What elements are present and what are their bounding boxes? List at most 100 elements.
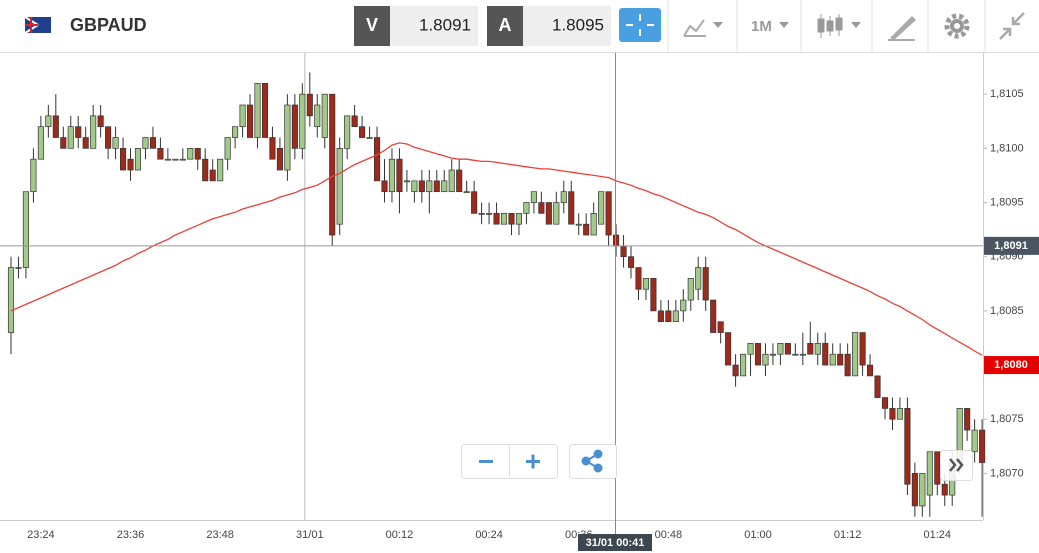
plot xyxy=(7,53,986,520)
candle-body xyxy=(725,332,732,366)
candle-body xyxy=(60,137,67,149)
candle-body xyxy=(396,158,403,193)
candle-body xyxy=(7,267,15,333)
candle-body xyxy=(276,148,283,171)
candle-body xyxy=(411,180,418,193)
candle-body xyxy=(306,93,313,117)
candle-body xyxy=(575,223,582,226)
candle-body xyxy=(964,408,971,431)
candle-body xyxy=(426,180,433,193)
candle-body xyxy=(545,202,552,225)
candle-body xyxy=(15,267,22,269)
candle-body xyxy=(179,158,186,161)
candle-body xyxy=(814,343,821,355)
crosshair-button[interactable] xyxy=(619,8,661,42)
candle-body xyxy=(889,408,896,420)
candle-body xyxy=(523,202,530,214)
candle-body xyxy=(829,353,836,366)
moving-average xyxy=(10,142,983,356)
candle-body xyxy=(471,191,478,214)
candle-body xyxy=(172,158,179,161)
y-tick-label: 1,8070 xyxy=(990,467,1024,479)
candle-body xyxy=(359,126,366,138)
candle-body xyxy=(650,278,657,312)
candle-body xyxy=(373,137,381,182)
symbol: GBPAUD xyxy=(70,15,147,35)
candle-body xyxy=(553,202,560,225)
timeframe-button[interactable]: 1M xyxy=(751,18,789,35)
x-tick-label: 23:36 xyxy=(117,529,145,541)
candle-body xyxy=(732,364,739,377)
candle-body xyxy=(844,353,851,377)
ma-tag xyxy=(984,356,1039,375)
candle-body xyxy=(926,451,933,496)
candle-body xyxy=(620,245,627,258)
share-button[interactable] xyxy=(569,444,617,479)
candle-body xyxy=(441,180,448,193)
candle-body xyxy=(642,278,650,290)
candle-body xyxy=(837,353,844,366)
candle-body xyxy=(478,213,485,215)
candle-body xyxy=(157,148,164,160)
bid-label: V xyxy=(366,15,378,35)
candle-body xyxy=(239,104,246,128)
collapse-button[interactable] xyxy=(999,12,1025,40)
candle-body xyxy=(919,473,926,507)
candle-body xyxy=(613,234,620,247)
zoom-in-button[interactable] xyxy=(526,454,540,469)
candle-body xyxy=(777,343,784,355)
candle-body xyxy=(336,148,343,225)
y-tick-label: 1,8100 xyxy=(990,142,1024,154)
chart-type-button[interactable] xyxy=(683,19,723,37)
candle-body xyxy=(142,137,149,149)
candle-body xyxy=(695,267,702,290)
candle-body xyxy=(560,191,567,203)
candle-body xyxy=(82,137,89,149)
crosshair-tag xyxy=(578,534,652,551)
candle-body xyxy=(456,169,463,193)
x-tick-label: 00:48 xyxy=(655,529,683,541)
candle-body xyxy=(105,126,112,149)
y-tick-label: 1,8095 xyxy=(990,196,1024,208)
candle-body xyxy=(740,353,747,377)
candle-body xyxy=(187,148,194,160)
settings-button[interactable] xyxy=(944,13,970,39)
crosshair-time: 31/01 00:41 xyxy=(586,537,645,549)
scroll-end-icon xyxy=(949,458,964,472)
ask-button[interactable] xyxy=(487,6,523,46)
candle-body xyxy=(590,213,597,236)
share-icon xyxy=(581,449,603,473)
candle-body xyxy=(351,115,358,128)
candle-body xyxy=(605,191,612,236)
candle-body xyxy=(859,332,866,366)
candle-body xyxy=(52,115,59,138)
candle-body xyxy=(433,180,440,193)
bid-button[interactable] xyxy=(354,6,390,46)
candle-body xyxy=(314,104,321,128)
candle-body xyxy=(269,137,276,160)
candle-body xyxy=(291,104,298,149)
candle-body xyxy=(463,191,470,194)
candle-body xyxy=(702,267,709,301)
ask-price: 1.8095 xyxy=(552,15,604,34)
candle-body xyxy=(75,126,82,138)
candle-type-button[interactable] xyxy=(817,14,861,38)
x-tick-label: 23:48 xyxy=(206,529,234,541)
candle-body xyxy=(246,104,254,138)
candle-body xyxy=(299,93,306,149)
crosshair-icon xyxy=(626,14,654,36)
candle-body xyxy=(762,353,769,366)
zoom-controls xyxy=(461,444,617,479)
candle-body xyxy=(911,473,918,507)
candle-body xyxy=(418,180,425,193)
candle-body xyxy=(672,310,679,323)
y-tick-label: 1,8105 xyxy=(990,88,1024,100)
candle-body xyxy=(852,332,859,377)
scroll-end-button[interactable] xyxy=(940,450,973,481)
candle-body xyxy=(344,115,351,149)
draw-tool-button[interactable] xyxy=(888,16,916,41)
candle-body xyxy=(896,408,903,420)
candle-body xyxy=(284,104,291,171)
bid-price: 1.8091 xyxy=(419,15,471,34)
